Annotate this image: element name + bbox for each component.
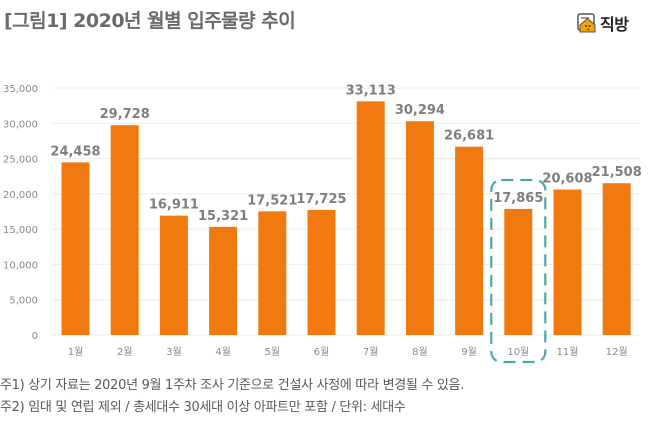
x-tick-label: 8월: [412, 346, 428, 358]
bar-11월: [553, 189, 582, 335]
bar-9월: [455, 146, 484, 335]
brand-logo: 직방: [577, 12, 629, 34]
y-tick-label: 30,000: [3, 119, 38, 130]
x-tick-label: 6월: [314, 346, 330, 358]
footnote-2: 주2) 임대 및 연립 제외 / 총세대수 30세대 이상 아파트만 포함 / …: [0, 400, 406, 415]
x-tick-label: 12월: [606, 346, 628, 358]
bar-12월: [602, 183, 631, 335]
data-label: 17,725: [296, 192, 346, 207]
house-face-icon: [577, 13, 596, 33]
bar-1월: [61, 162, 90, 335]
data-label: 29,728: [100, 107, 150, 122]
y-tick-label: 25,000: [3, 155, 38, 166]
x-tick-label: 11월: [557, 346, 579, 358]
data-label: 17,521: [247, 193, 297, 208]
y-tick-label: 10,000: [3, 260, 38, 271]
x-tick-label: 5월: [265, 346, 281, 358]
y-tick-label: 35,000: [3, 84, 38, 95]
footnote-1: 주1) 상기 자료는 2020년 9월 1주차 조사 기준으로 건설사 사정에 …: [0, 378, 465, 393]
x-tick-label: 1월: [68, 346, 84, 358]
data-label: 15,321: [198, 209, 248, 224]
bar-7월: [356, 101, 385, 335]
x-axis-ticks: 1월 2월 3월 4월 5월 6월 7월 8월 9월 10월 11월 12월: [68, 346, 628, 358]
data-label: 30,294: [395, 103, 445, 118]
gridlines: [52, 87, 640, 336]
bar-10월: [504, 208, 533, 335]
bar-5월: [258, 211, 287, 335]
bar-8월: [405, 121, 434, 336]
data-label: 33,113: [346, 83, 396, 98]
data-label: 26,681: [444, 129, 494, 144]
x-tick-label: 3월: [166, 346, 182, 358]
footnotes: 주1) 상기 자료는 2020년 9월 1주차 조사 기준으로 건설사 사정에 …: [0, 375, 464, 419]
data-label: 21,508: [592, 165, 642, 180]
bar-3월: [159, 215, 188, 335]
x-tick-label: 4월: [215, 346, 231, 358]
y-tick-label: 0: [32, 331, 38, 342]
bar-6월: [307, 209, 336, 335]
bar-chart: 0 5,000 10,000 15,000 20,000 25,000 30,000 35,0…: [3, 83, 642, 364]
bar-2월: [110, 125, 139, 335]
bar-4월: [209, 226, 238, 335]
logo-text: 직방: [600, 15, 629, 34]
x-tick-label: 2월: [117, 346, 133, 358]
y-tick-label: 20,000: [3, 190, 38, 201]
y-tick-label: 15,000: [3, 225, 38, 236]
y-axis-ticks: 0 5,000 10,000 15,000 20,000 25,000 30,000 35,0…: [3, 84, 38, 342]
data-label: 16,911: [149, 198, 199, 213]
data-label: 17,865: [493, 191, 543, 206]
y-tick-label: 5,000: [9, 296, 38, 307]
data-label: 20,608: [542, 172, 592, 187]
x-tick-label: 10월: [507, 346, 529, 358]
x-tick-label: 9월: [461, 346, 477, 358]
data-label: 24,458: [50, 144, 100, 159]
x-tick-label: 7월: [363, 346, 379, 358]
page-title: [그림1] 2020년 월별 입주물량 추이: [4, 10, 296, 32]
bars: [61, 101, 631, 336]
